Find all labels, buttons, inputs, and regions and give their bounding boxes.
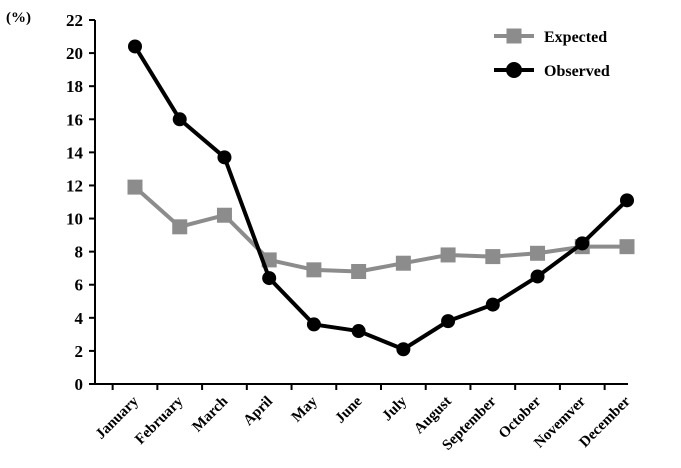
data-point-expected [395, 255, 411, 271]
legend-label-expected: Expected [544, 29, 607, 46]
y-unit-label: (%) [6, 10, 31, 26]
data-point-observed [575, 236, 590, 251]
data-point-observed [485, 297, 500, 312]
x-tick-label: March [190, 393, 232, 435]
data-point-expected [485, 249, 501, 265]
data-point-expected [127, 179, 143, 195]
y-tick-label: 2 [75, 342, 84, 361]
data-point-observed [396, 342, 411, 357]
data-point-expected [172, 219, 188, 235]
y-tick-label: 10 [66, 210, 83, 229]
y-tick-label: 12 [66, 176, 83, 195]
data-point-observed [306, 317, 321, 332]
data-point-observed [217, 150, 232, 165]
data-point-expected [216, 207, 232, 223]
legend-marker-observed [506, 62, 522, 78]
data-point-observed [172, 112, 187, 127]
data-point-expected [351, 263, 367, 279]
data-point-expected [530, 245, 546, 261]
data-point-expected [619, 239, 635, 255]
y-tick-label: 22 [66, 11, 83, 30]
data-point-observed [441, 314, 456, 329]
series-line-observed [133, 45, 629, 352]
data-point-expected [440, 247, 456, 263]
y-tick-label: 18 [66, 77, 83, 96]
y-tick-label: 20 [66, 44, 83, 63]
y-tick-label: 16 [66, 110, 83, 129]
y-tick-label: 4 [75, 309, 84, 328]
legend-label-observed: Observed [544, 63, 610, 80]
data-point-observed [620, 193, 634, 208]
y-tick-label: 8 [75, 243, 84, 262]
x-tick-label: May [289, 393, 321, 425]
y-tick-label: 14 [66, 143, 84, 162]
y-tick-label: 6 [75, 276, 84, 295]
x-tick-label: June [332, 393, 365, 426]
data-point-observed [262, 271, 277, 286]
data-point-observed [351, 324, 366, 339]
x-tick-label: August [411, 394, 455, 438]
legend-marker-expected [506, 28, 522, 44]
legend: Expected Observed [494, 28, 610, 80]
data-point-observed [128, 39, 142, 54]
x-tick-label: February [132, 393, 187, 448]
data-point-expected [306, 262, 322, 278]
data-point-observed [530, 269, 545, 284]
x-tick-label: April [241, 394, 276, 429]
y-tick-label: 0 [75, 375, 84, 394]
series-layer [127, 39, 635, 357]
x-tick-label: July [379, 393, 410, 424]
series-line-expected [133, 185, 627, 274]
